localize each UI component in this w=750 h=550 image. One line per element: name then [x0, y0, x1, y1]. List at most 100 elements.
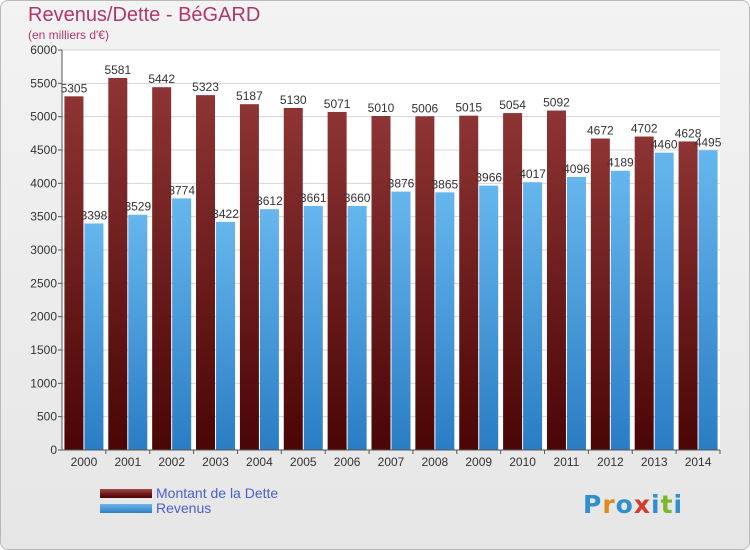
- data-label-debt: 5305: [61, 81, 88, 95]
- logo-letter: x: [633, 490, 651, 519]
- x-tick-label: 2001: [114, 455, 141, 469]
- bar-debt: [634, 136, 654, 451]
- x-tick-label: 2010: [509, 455, 536, 469]
- bar-revenue: [303, 205, 323, 450]
- data-label-revenue: 3661: [300, 191, 327, 205]
- data-label-debt: 5187: [236, 89, 263, 103]
- chart-subtitle: (en milliers d'€): [28, 28, 109, 42]
- y-tick-label: 500: [37, 410, 57, 424]
- data-label-debt: 5581: [104, 63, 131, 77]
- data-label-debt: 5071: [324, 97, 351, 111]
- x-tick-label: 2008: [422, 455, 449, 469]
- bar-revenue: [347, 206, 367, 450]
- bar-debt: [415, 116, 435, 451]
- data-label-debt: 4672: [587, 124, 614, 138]
- bar-debt: [152, 87, 172, 450]
- bar-revenue: [259, 209, 279, 450]
- data-label-revenue: 4096: [563, 162, 590, 176]
- data-label-revenue: 3398: [81, 208, 108, 222]
- data-label-debt: 4702: [631, 122, 658, 136]
- bar-debt: [590, 138, 610, 451]
- data-label-revenue: 3422: [212, 207, 239, 221]
- bar-revenue: [479, 185, 499, 450]
- data-label-debt: 5054: [499, 98, 526, 112]
- proxiti-logo: Proxiti: [583, 490, 683, 519]
- data-label-revenue: 3966: [475, 171, 502, 185]
- bar-debt: [196, 95, 216, 450]
- data-label-revenue: 3876: [388, 177, 415, 191]
- x-tick-label: 2003: [202, 455, 229, 469]
- legend-label-revenue: Revenus: [156, 500, 212, 516]
- data-label-debt: 5130: [280, 93, 307, 107]
- bar-revenue: [566, 176, 586, 450]
- bar-revenue: [610, 170, 630, 450]
- data-label-debt: 5442: [148, 72, 175, 86]
- y-tick-label: 2500: [30, 276, 57, 290]
- legend-swatch-revenue: [100, 504, 152, 513]
- logo-letter: P: [583, 490, 603, 519]
- bar-revenue: [654, 152, 674, 450]
- y-tick-label: 2000: [30, 310, 57, 324]
- data-label-revenue: 3865: [432, 177, 459, 191]
- y-tick-label: 3500: [30, 210, 57, 224]
- legend-swatch-debt: [100, 489, 152, 498]
- bar-revenue: [84, 223, 104, 450]
- legend-label-debt: Montant de la Dette: [156, 485, 279, 501]
- y-tick-label: 4500: [30, 143, 57, 157]
- x-tick-label: 2012: [597, 455, 624, 469]
- logo-letter: i: [651, 490, 661, 519]
- chart-title: Revenus/Dette - BéGARD: [28, 4, 261, 26]
- x-tick-label: 2000: [71, 455, 98, 469]
- data-label-debt: 5092: [543, 96, 570, 110]
- data-label-debt: 4628: [675, 126, 702, 140]
- y-tick-label: 1000: [30, 376, 57, 390]
- y-tick-label: 4000: [30, 176, 57, 190]
- x-tick-label: 2014: [685, 455, 712, 469]
- data-label-debt: 5006: [412, 101, 439, 115]
- data-label-revenue: 3612: [256, 194, 283, 208]
- bar-debt: [678, 141, 698, 450]
- y-tick-label: 6000: [30, 43, 57, 57]
- x-tick-label: 2007: [378, 455, 405, 469]
- x-tick-label: 2002: [158, 455, 185, 469]
- data-label-revenue: 4017: [519, 167, 546, 181]
- data-label-debt: 5015: [455, 101, 482, 115]
- bar-debt: [503, 113, 523, 451]
- data-label-revenue: 4460: [651, 138, 678, 152]
- bar-debt: [459, 115, 479, 451]
- y-tick-label: 5000: [30, 110, 57, 124]
- bar-debt: [64, 96, 84, 450]
- bar-revenue: [128, 214, 148, 450]
- y-tick-label: 5500: [30, 76, 57, 90]
- logo-letter: i: [673, 490, 684, 519]
- bar-debt: [239, 104, 259, 450]
- data-label-revenue: 3660: [344, 191, 371, 205]
- x-tick-label: 2004: [246, 455, 273, 469]
- bar-debt: [546, 110, 566, 451]
- bar-revenue: [698, 150, 718, 451]
- logo-letter: o: [615, 490, 634, 519]
- x-tick-label: 2006: [334, 455, 361, 469]
- data-label-debt: 5010: [368, 101, 395, 115]
- data-label-revenue: 4495: [695, 135, 722, 149]
- x-tick-label: 2013: [641, 455, 668, 469]
- bar-revenue: [216, 221, 236, 450]
- bar-revenue: [523, 182, 543, 450]
- bar-revenue: [435, 192, 455, 451]
- data-label-revenue: 3529: [124, 200, 151, 214]
- bar-debt: [283, 108, 303, 450]
- y-tick-label: 1500: [30, 343, 57, 357]
- bar-debt: [327, 111, 347, 450]
- data-label-revenue: 4189: [607, 156, 634, 170]
- bar-revenue: [172, 198, 192, 450]
- y-tick-label: 0: [50, 443, 57, 457]
- x-tick-label: 2005: [290, 455, 317, 469]
- bar-debt: [371, 116, 391, 450]
- bar-revenue: [391, 191, 411, 450]
- y-tick-label: 3000: [30, 243, 57, 257]
- bar-debt: [108, 77, 128, 450]
- x-tick-label: 2009: [465, 455, 492, 469]
- data-label-debt: 5323: [192, 80, 219, 94]
- data-label-revenue: 3774: [168, 183, 195, 197]
